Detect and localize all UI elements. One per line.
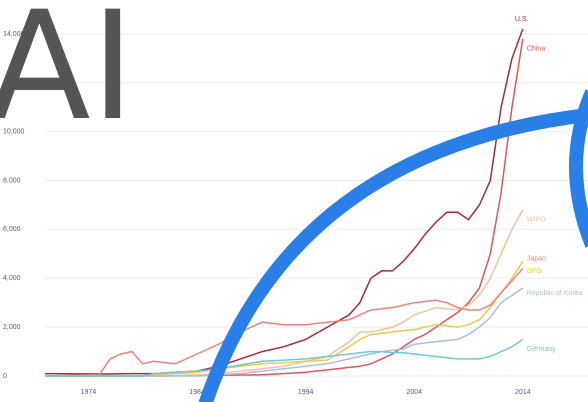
series-label: EPO [527,268,542,275]
x-tick-label: 1994 [298,389,314,396]
series-label: WIPO [527,217,546,224]
x-tick-label: 2014 [515,389,531,396]
x-tick-label: 1974 [81,389,97,396]
series-line [44,28,524,375]
y-tick-label: 0 [3,373,7,380]
series-label: Germany [527,346,556,353]
series-label: China [527,46,545,53]
series-line [44,268,524,377]
series-line [45,338,524,377]
y-tick-label: 4,000 [3,275,21,282]
overlay-text: AI [0,0,135,154]
y-tick-label: 12,000 [3,80,25,87]
series-label: Japan [527,255,546,262]
x-tick-label: 1984 [189,389,205,396]
y-tick-label: 10,000 [3,129,25,136]
y-tick-label: 6,000 [3,226,21,233]
y-tick-label: 8,000 [3,177,21,184]
decorative-arc [198,108,588,402]
y-tick-label: 2,000 [3,324,21,331]
series-line [45,209,524,377]
series-label: Republic of Korea [527,290,583,297]
decorative-arc [569,89,588,248]
x-tick-label: 2004 [406,389,422,396]
y-tick-label: 14,000 [3,31,25,38]
series-label: U.S. [515,16,529,23]
